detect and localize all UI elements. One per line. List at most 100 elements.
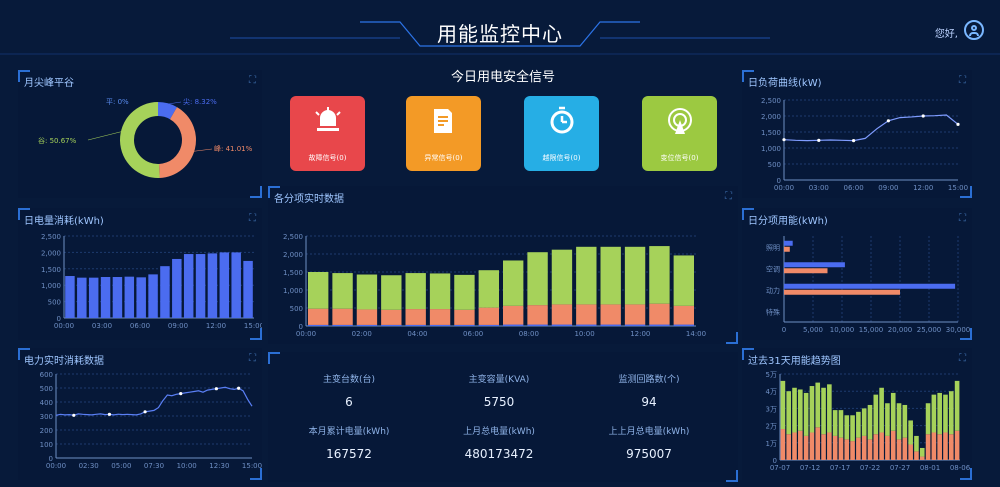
panel-peak: 月尖峰平谷 ⛶ 尖: 8.32% 峰: 41.01% 谷: 50.67% 平: 0% xyxy=(18,70,262,198)
stacked-bar-segment xyxy=(896,439,902,460)
bar xyxy=(136,277,146,318)
stacked-bar-segment xyxy=(576,324,597,326)
y-tick-label: 0 xyxy=(773,457,777,465)
hbar xyxy=(784,283,956,289)
hbar xyxy=(784,262,845,268)
bar xyxy=(124,276,135,318)
stat-value: 94 xyxy=(641,395,657,409)
stacked-bar-segment xyxy=(798,389,803,431)
stacked-bar-segment xyxy=(803,435,809,460)
stacked-bar-segment xyxy=(673,324,694,326)
panel-title: 日负荷曲线(kW) xyxy=(748,78,822,89)
x-tick-label: 5,000 xyxy=(803,326,823,334)
stacked-bar-segment xyxy=(429,324,451,326)
stacked-bar-segment xyxy=(405,309,426,325)
stacked-bar-segment xyxy=(948,434,954,460)
stat-item: 监测回路数(个) 94 xyxy=(574,372,724,409)
stacked-bar-segment xyxy=(454,274,475,310)
expand-icon[interactable]: ⛶ xyxy=(959,75,966,86)
x-tick-label: 08-06 xyxy=(950,464,971,472)
stacked-bar-segment xyxy=(673,305,694,325)
pie-slice xyxy=(119,102,160,178)
signal-button-2[interactable]: 越限信号(0) xyxy=(524,96,599,171)
stat-value: 975007 xyxy=(626,447,672,461)
stacked-bar-segment xyxy=(896,403,902,440)
stacked-bar-segment xyxy=(873,394,879,435)
y-tick-label: 500 xyxy=(768,161,781,169)
x-tick-label: 00:00 xyxy=(46,462,66,470)
stacked-bar-segment xyxy=(937,434,942,460)
stacked-bar-segment xyxy=(931,394,937,433)
panel-title: 各分项实时数据 xyxy=(274,194,344,205)
stacked-bar-segment xyxy=(798,430,803,460)
user-avatar-icon[interactable] xyxy=(964,20,984,40)
y-tick-label: 空调 xyxy=(766,264,780,273)
stopwatch-icon xyxy=(550,106,574,134)
pie-slice xyxy=(158,102,177,120)
y-tick-label: 1,000 xyxy=(761,145,781,153)
stacked-bar-segment xyxy=(856,411,861,438)
y-tick-label: 2,000 xyxy=(41,249,61,257)
expand-icon[interactable]: ⛶ xyxy=(959,213,966,224)
y-tick-label: 400 xyxy=(40,399,53,407)
stacked-bar-segment xyxy=(405,324,426,326)
bar xyxy=(219,252,230,318)
x-tick-label: 10:00 xyxy=(574,330,594,338)
panel-title: 月尖峰平谷 xyxy=(24,78,74,89)
pie-slice-label: 谷: 50.67% xyxy=(38,136,77,145)
x-tick-label: 15,000 xyxy=(859,326,884,334)
y-tick-label: 300 xyxy=(40,413,53,421)
series-line xyxy=(55,386,253,416)
panel-subitem: 日分项用能(kWh) ⛶ 0 5,000 10,000 15,000 20,000 25,… xyxy=(742,208,972,340)
signal-button-0[interactable]: 故障信号(0) xyxy=(290,96,365,171)
stacked-bar-segment xyxy=(576,246,597,305)
stat-label: 主变台数(台) xyxy=(322,375,376,385)
stacked-bar-segment xyxy=(914,451,919,460)
stacked-bar-segment xyxy=(914,435,919,452)
hbar xyxy=(784,268,828,274)
stacked-bar-segment xyxy=(919,456,925,460)
pie-slice-label: 平: 0% xyxy=(106,98,129,106)
x-tick-label: 12:30 xyxy=(209,462,229,470)
expand-icon[interactable]: ⛶ xyxy=(959,353,966,364)
panel-load: 日负荷曲线(kW) ⛶ 0 500 1,000 1,500 2,000 2,500 00:0… xyxy=(742,70,972,198)
expand-icon[interactable]: ⛶ xyxy=(249,213,256,224)
expand-icon[interactable]: ⛶ xyxy=(725,191,732,202)
stat-label: 上月总电量(kWh) xyxy=(463,427,535,437)
stacked-bar-segment xyxy=(850,415,855,442)
stacked-bar-segment xyxy=(902,404,908,438)
bar xyxy=(148,274,158,318)
panel-title: 日分项用能(kWh) xyxy=(748,216,828,227)
bar xyxy=(172,258,182,318)
stacked-bar-segment xyxy=(902,437,908,460)
signal-button-1[interactable]: 异常信号(0) xyxy=(406,96,481,171)
y-tick-label: 3万 xyxy=(766,405,777,413)
stat-label: 监测回路数(个) xyxy=(618,375,680,385)
stacked-bar-segment xyxy=(624,304,646,325)
stacked-bar-segment xyxy=(381,309,402,325)
stacked-bar-segment xyxy=(478,324,499,326)
bar xyxy=(77,277,87,318)
x-tick-label: 12:00 xyxy=(630,330,650,338)
data-point xyxy=(956,122,960,126)
stacked-bar-segment xyxy=(821,434,826,460)
label-leader-line xyxy=(187,148,213,153)
y-tick-label: 2,500 xyxy=(761,97,781,105)
y-tick-label: 0 xyxy=(57,315,61,323)
y-tick-label: 500 xyxy=(40,385,53,393)
expand-icon[interactable]: ⛶ xyxy=(249,353,256,364)
x-tick-label: 03:00 xyxy=(92,322,112,330)
realtime-line-chart: 0 100 200 300 400 500 600 00:00 02:30 05:00 07:30 1… xyxy=(40,371,262,470)
data-point xyxy=(921,114,925,118)
stacked-bar-segment xyxy=(503,324,524,326)
stat-item: 上上月总电量(kWh) 975007 xyxy=(574,424,724,461)
stacked-bar-segment xyxy=(919,447,925,457)
signal-label: 异常信号(0) xyxy=(424,154,463,162)
load-line-chart: 0 500 1,000 1,500 2,000 2,500 00:00 03:00 06:00 0… xyxy=(761,97,968,192)
stacked-bar-segment xyxy=(356,324,378,326)
stacked-bar-segment xyxy=(551,249,573,305)
y-tick-label: 0 xyxy=(49,455,53,463)
hbar xyxy=(784,246,790,252)
expand-icon[interactable]: ⛶ xyxy=(249,75,256,86)
signal-button-3[interactable]: 变位信号(0) xyxy=(642,96,717,171)
